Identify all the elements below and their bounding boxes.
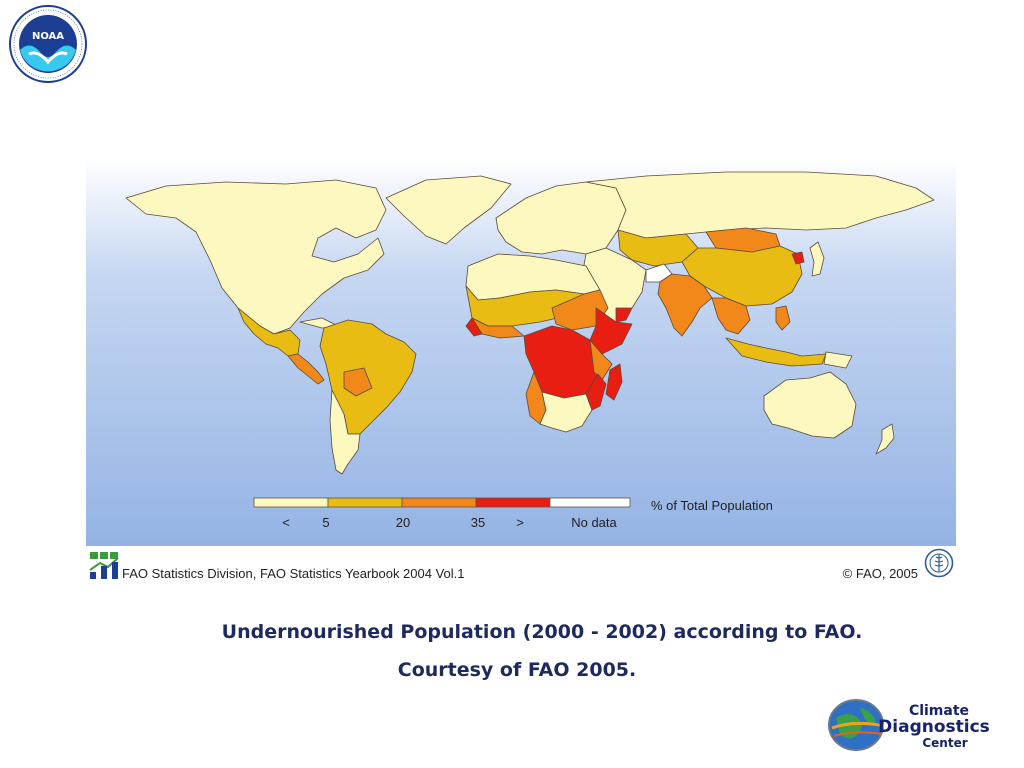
globe-icon <box>828 699 885 751</box>
legend-tick: 5 <box>322 515 330 530</box>
north-korea <box>791 251 805 265</box>
caption-title: Undernourished Population (2000 - 2002) … <box>221 621 863 643</box>
legend-swatch-gt35 <box>475 497 551 508</box>
legend-tick: > <box>516 515 524 530</box>
legend-tick: 35 <box>470 515 486 530</box>
australia <box>763 371 857 439</box>
world-map <box>86 158 956 546</box>
cdc-line-1: Climate <box>908 703 970 719</box>
southeast-asia <box>711 297 751 335</box>
source-bar: FAO Statistics Division, FAO Statistics … <box>86 546 956 586</box>
madagascar <box>605 363 623 401</box>
philippines <box>775 305 791 331</box>
new-zealand <box>875 423 895 455</box>
papua-new-guinea <box>823 351 853 369</box>
copyright: © FAO, 2005 <box>842 566 918 581</box>
caption-credit: Courtesy of FAO 2005. <box>397 659 637 681</box>
south-asia <box>657 273 713 337</box>
sierra-leone <box>465 317 483 337</box>
central-america <box>287 353 325 385</box>
legend-swatch-5-20 <box>327 497 403 508</box>
horn-of-africa <box>589 307 633 355</box>
russia <box>585 171 935 239</box>
source-citation: FAO Statistics Division, FAO Statistics … <box>122 566 465 581</box>
fao-emblem-icon <box>924 548 954 578</box>
mozambique-zone <box>585 373 607 411</box>
legend-title: % of Total Population <box>651 498 773 513</box>
legend-swatch-lt5 <box>253 497 329 508</box>
greenland <box>385 175 512 245</box>
bolivia <box>343 367 373 397</box>
noaa-inner-text: NOAA <box>32 31 64 42</box>
north-america <box>125 179 387 335</box>
bar-chart-icon <box>89 552 119 579</box>
indonesia <box>725 337 827 367</box>
noaa-logo-icon: NOAA <box>9 5 87 83</box>
cdc-wordmark: Climate Diagnostics Center <box>872 704 996 749</box>
legend-tick: No data <box>571 515 617 530</box>
legend-swatch-20-35 <box>401 497 477 508</box>
legend-bar <box>253 497 631 508</box>
legend-tick: 20 <box>395 515 411 530</box>
cdc-line-2: Diagnostics <box>878 717 990 737</box>
legend-tick: < <box>282 515 290 530</box>
europe <box>495 181 627 255</box>
yemen <box>615 307 633 323</box>
southern-africa <box>539 391 593 433</box>
east-africa <box>589 339 613 381</box>
world-map-svg <box>125 171 935 508</box>
china <box>681 245 803 307</box>
south-america-south <box>329 389 361 475</box>
legend-swatch-nodata <box>549 497 631 508</box>
cdc-line-3: Center <box>922 736 968 750</box>
japan <box>809 241 825 277</box>
